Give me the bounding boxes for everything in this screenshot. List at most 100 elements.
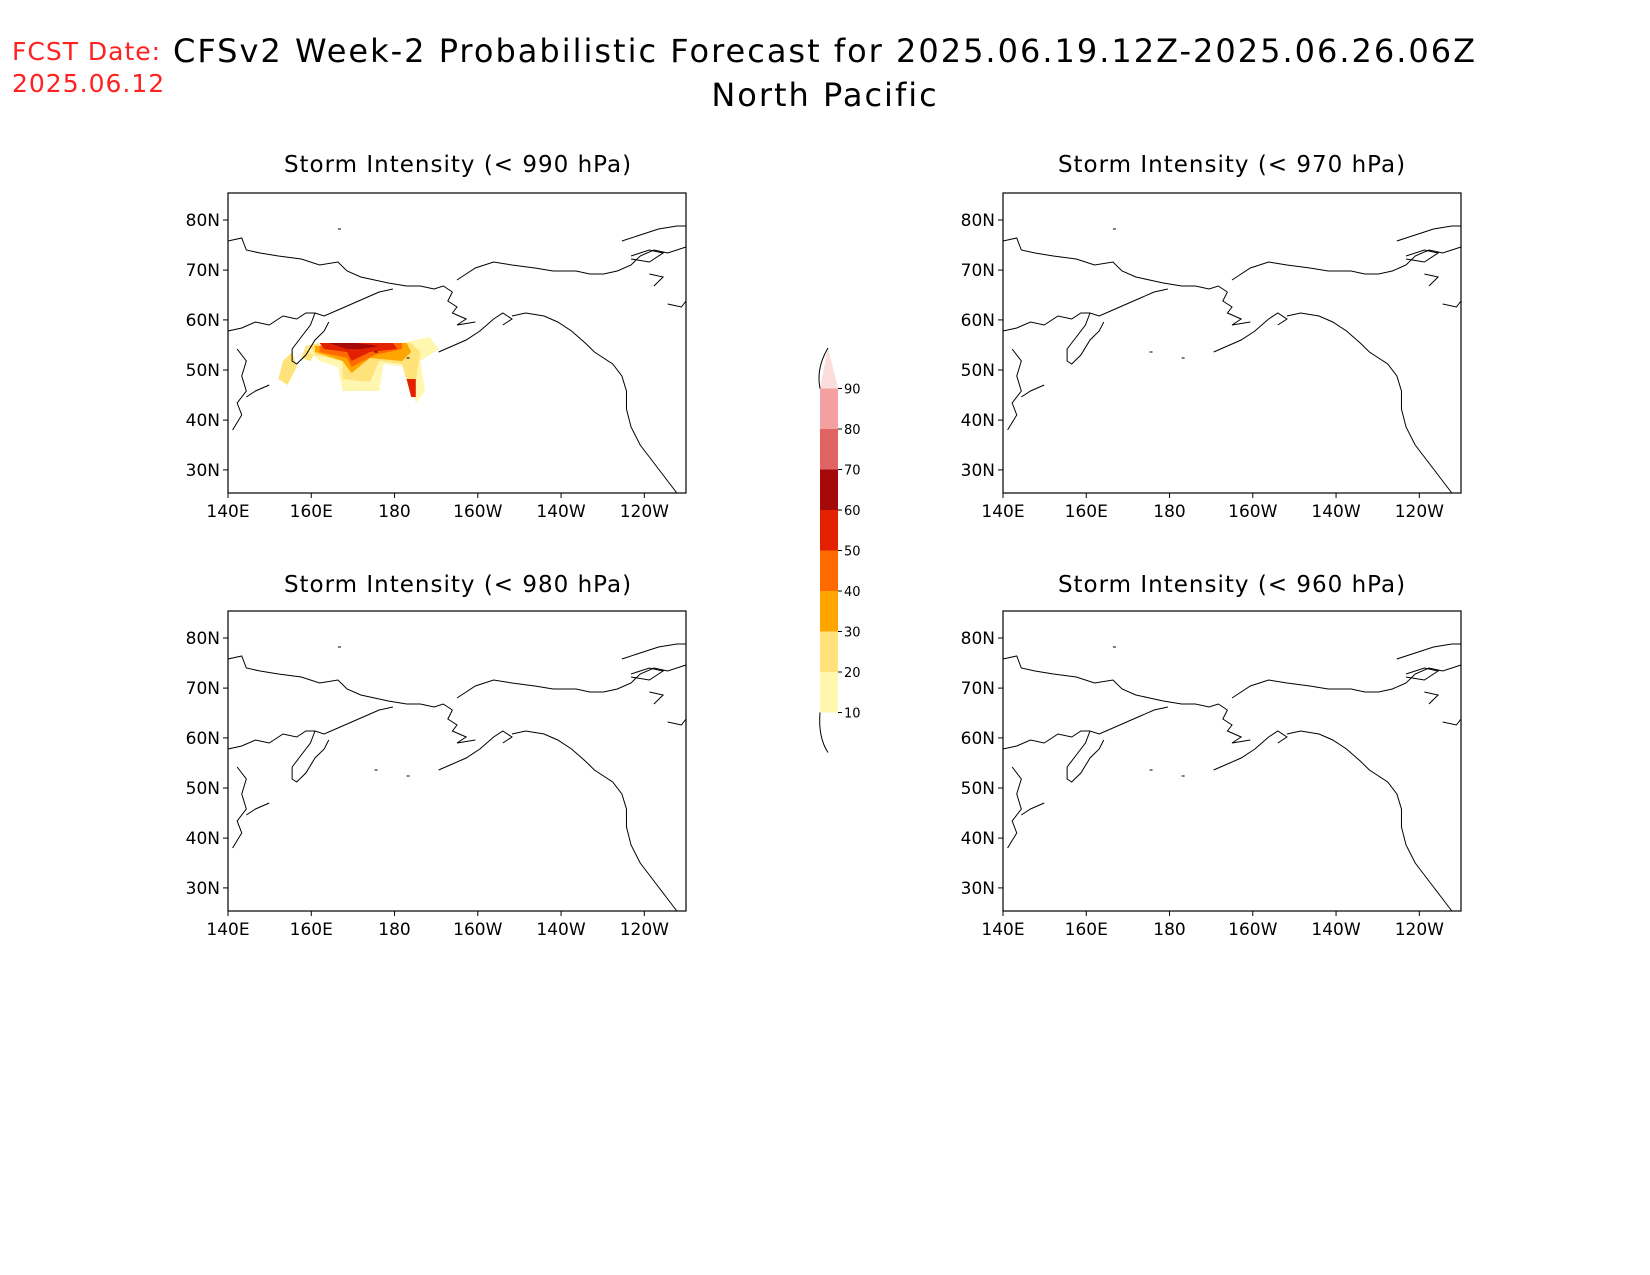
lon-tick-label: 180 bbox=[1153, 920, 1185, 940]
lon-tick-label: 160W bbox=[453, 502, 502, 522]
coastline bbox=[232, 348, 247, 431]
coastline bbox=[621, 643, 686, 660]
lon-tick-label: 160W bbox=[1228, 502, 1277, 522]
coastline bbox=[447, 709, 476, 744]
colorbar-segment bbox=[820, 510, 838, 551]
map-panel-970: 140E 160E 180 160W 140W 120W 80N 70N 60N 50N 40N 30… bbox=[961, 192, 1462, 522]
map-panel-960: 140E 160E 180 160W 140W 120W 80N 70N 60N 50N 40N 30… bbox=[961, 610, 1462, 940]
lat-tick-label: 40N bbox=[961, 411, 995, 431]
lat-tick-label: 70N bbox=[186, 679, 220, 699]
colorbar-label: 20 bbox=[844, 666, 861, 681]
colorbar-bottom-outline bbox=[819, 712, 829, 753]
lat-tick-label: 30N bbox=[186, 879, 220, 899]
coastline bbox=[438, 730, 513, 771]
colorbar-top-outline bbox=[818, 347, 829, 389]
coastline bbox=[1002, 237, 1228, 293]
coastline bbox=[227, 706, 393, 750]
coastline bbox=[1213, 312, 1288, 353]
coastline bbox=[1002, 288, 1168, 332]
forecast-date-block: FCST Date: 2025.06.12 bbox=[12, 36, 165, 100]
colorbar-label: 80 bbox=[844, 423, 861, 438]
lat-tick-label: 50N bbox=[961, 779, 995, 799]
coastline bbox=[246, 802, 270, 816]
map-panel-990: 140E 160E 180 160W 140W 120W 80N 70N 60N 50N 40N 30… bbox=[186, 192, 687, 522]
coastline bbox=[1007, 348, 1022, 431]
lon-tick-label: 160E bbox=[1065, 920, 1108, 940]
colorbar-segment bbox=[820, 591, 838, 632]
lon-tick-label: 120W bbox=[1395, 502, 1444, 522]
colorbar-label: 90 bbox=[844, 383, 861, 398]
coastline bbox=[1442, 718, 1462, 726]
coastline bbox=[291, 312, 330, 365]
lat-tick-label: 80N bbox=[961, 629, 995, 649]
lon-tick-label: 140W bbox=[1311, 502, 1360, 522]
coastline bbox=[456, 664, 687, 699]
lat-tick-label: 40N bbox=[961, 829, 995, 849]
colorbar-label: 50 bbox=[844, 545, 861, 560]
panel-title-980: Storm Intensity (< 980 hPa) bbox=[283, 572, 633, 598]
lat-tick-label: 70N bbox=[186, 261, 220, 281]
lat-tick-label: 60N bbox=[186, 729, 220, 749]
colorbar-segment bbox=[820, 672, 838, 713]
coastline bbox=[1286, 312, 1453, 494]
coastline bbox=[1424, 691, 1440, 705]
map-frame bbox=[1002, 192, 1462, 494]
map-frame bbox=[227, 610, 687, 912]
coastline bbox=[667, 718, 687, 726]
colorbar-segment bbox=[820, 469, 838, 510]
colorbar-label: 10 bbox=[844, 707, 861, 722]
colorbar-segment bbox=[820, 388, 838, 429]
coastline bbox=[456, 246, 687, 281]
coastline bbox=[1286, 730, 1453, 912]
map-frame bbox=[1002, 610, 1462, 912]
coastline bbox=[1442, 300, 1462, 308]
lat-tick-label: 70N bbox=[961, 679, 995, 699]
figure-title: CFSv2 Week-2 Probabilistic Forecast for … bbox=[172, 32, 1478, 70]
lon-tick-label: 140E bbox=[206, 502, 249, 522]
coastline bbox=[1405, 249, 1440, 263]
coastline bbox=[1002, 706, 1168, 750]
coastline bbox=[1213, 730, 1288, 771]
probability-colorbar: 10 20 30 40 50 60 70 80 90 bbox=[818, 347, 861, 753]
map-frame bbox=[227, 192, 687, 494]
panel-title-960: Storm Intensity (< 960 hPa) bbox=[1057, 572, 1407, 598]
map-panel-980: 140E 160E 180 160W 140W 120W 80N 70N 60N 50N 40N 30… bbox=[186, 610, 687, 940]
coastline bbox=[1021, 802, 1045, 816]
lon-tick-label: 160W bbox=[1228, 920, 1277, 940]
coastlines bbox=[227, 225, 687, 494]
colorbar-top-extension bbox=[820, 348, 838, 389]
coastline bbox=[1405, 667, 1440, 681]
coastline bbox=[227, 288, 393, 332]
lat-tick-label: 30N bbox=[186, 461, 220, 481]
panel-title-990: Storm Intensity (< 990 hPa) bbox=[283, 152, 633, 178]
colorbar-label: 40 bbox=[844, 585, 861, 600]
lon-tick-label: 160E bbox=[290, 502, 333, 522]
storm-probability-shading bbox=[278, 337, 439, 403]
coastline bbox=[667, 300, 687, 308]
lat-tick-label: 60N bbox=[961, 729, 995, 749]
lon-tick-label: 180 bbox=[378, 920, 410, 940]
colorbar-label: 60 bbox=[844, 504, 861, 519]
coastline bbox=[1007, 766, 1022, 849]
lat-tick-label: 60N bbox=[961, 311, 995, 331]
lon-tick-label: 120W bbox=[1395, 920, 1444, 940]
lon-tick-label: 140W bbox=[536, 502, 585, 522]
lon-tick-label: 180 bbox=[1153, 502, 1185, 522]
lon-tick-label: 140W bbox=[536, 920, 585, 940]
colorbar-label: 70 bbox=[844, 464, 861, 479]
lat-tick-label: 80N bbox=[186, 211, 220, 231]
coastline bbox=[1002, 655, 1228, 711]
coastline bbox=[447, 291, 476, 326]
coastlines bbox=[227, 643, 687, 912]
coastline bbox=[246, 384, 270, 398]
coastline bbox=[630, 249, 665, 263]
lat-tick-label: 60N bbox=[186, 311, 220, 331]
lon-tick-label: 140E bbox=[206, 920, 249, 940]
coastline bbox=[1231, 664, 1462, 699]
colorbar-segment bbox=[820, 429, 838, 470]
coastline bbox=[649, 273, 665, 287]
coastline bbox=[630, 667, 665, 681]
forecast-date-label: FCST Date: bbox=[12, 37, 162, 66]
coastline bbox=[1021, 384, 1045, 398]
probability-region bbox=[328, 343, 380, 349]
